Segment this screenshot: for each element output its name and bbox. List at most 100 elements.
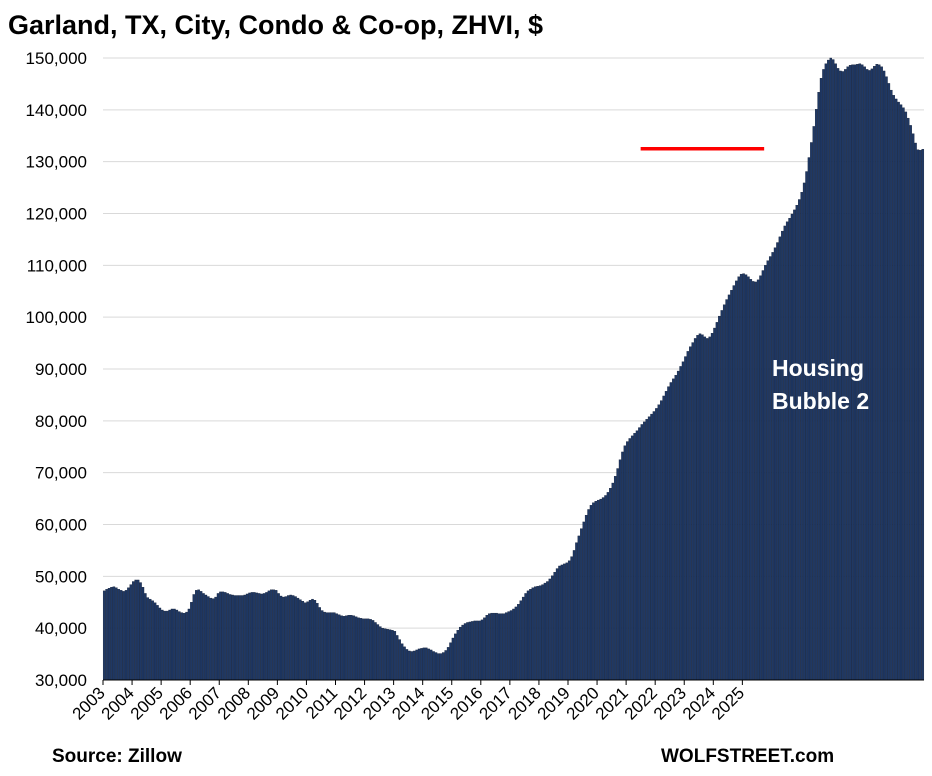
bar (354, 616, 358, 681)
bar (616, 468, 619, 681)
bar (693, 338, 697, 681)
bar (238, 595, 242, 681)
bar (287, 595, 290, 681)
bar (696, 335, 699, 681)
bar (778, 236, 782, 681)
bar (267, 590, 271, 681)
bar (228, 594, 232, 681)
bar (224, 592, 227, 681)
bar (323, 611, 326, 681)
bar (303, 602, 307, 681)
bar (800, 192, 803, 681)
bar (490, 612, 493, 681)
bar (197, 589, 200, 681)
bar (580, 528, 583, 681)
y-tick-label: 90,000 (35, 360, 87, 379)
bar (134, 579, 137, 681)
bar (504, 612, 508, 681)
bar (204, 594, 208, 681)
bar (270, 589, 273, 681)
bar (517, 604, 520, 681)
bar (383, 628, 387, 681)
bar (250, 592, 254, 681)
bar (185, 611, 188, 681)
bar (645, 419, 648, 681)
bar (362, 618, 365, 681)
bar (471, 621, 474, 681)
x-tick-label: 2017 (476, 683, 516, 723)
x-tick-label: 2013 (359, 683, 399, 723)
bar (328, 612, 331, 681)
bar (764, 265, 767, 681)
x-tick-label: 2007 (185, 683, 225, 723)
bar (405, 649, 409, 681)
bar (638, 427, 641, 681)
bar (679, 366, 682, 681)
bar (211, 598, 215, 681)
bar (521, 596, 525, 681)
y-tick-label: 80,000 (35, 412, 87, 431)
bar (466, 622, 469, 681)
x-tick-label: 2020 (563, 683, 603, 723)
bar (655, 408, 658, 681)
bar (381, 627, 384, 681)
bar (236, 595, 239, 681)
bar (359, 618, 363, 681)
bar (415, 649, 418, 681)
bar (907, 117, 910, 681)
bar (914, 142, 917, 681)
bar (577, 535, 581, 681)
x-tick-label: 2018 (505, 683, 545, 723)
bar (640, 424, 644, 681)
bar (771, 252, 774, 681)
bar (444, 650, 447, 681)
bar (180, 612, 183, 681)
bar (342, 616, 346, 681)
bar (439, 653, 443, 681)
bar (165, 610, 169, 681)
bar (122, 591, 125, 681)
bar (582, 521, 585, 681)
bar (558, 565, 561, 681)
bar (512, 608, 515, 681)
annotation-line: Housing (772, 355, 864, 381)
bar (703, 336, 707, 681)
bar (182, 612, 186, 681)
bar (163, 610, 166, 681)
bar (255, 592, 259, 681)
bar (425, 647, 428, 681)
bar (219, 591, 222, 681)
bar (899, 104, 903, 681)
bar (318, 607, 321, 681)
bar (684, 356, 687, 681)
bar (611, 482, 615, 681)
y-tick-label: 60,000 (35, 516, 87, 535)
x-tick-label: 2012 (330, 683, 370, 723)
bar (437, 653, 440, 681)
bar (110, 587, 113, 681)
bar (691, 342, 694, 681)
chart-title: Garland, TX, City, Condo & Co-op, ZHVI, … (8, 10, 544, 40)
bar (313, 600, 317, 681)
bar (333, 612, 336, 681)
bar (485, 615, 489, 681)
bar (575, 542, 578, 681)
bar (352, 615, 355, 681)
bar (555, 568, 559, 681)
bar (260, 593, 263, 681)
y-tick-label: 110,000 (27, 256, 87, 275)
x-tick-label: 2019 (534, 683, 574, 723)
bar (214, 596, 217, 681)
bar (802, 182, 806, 681)
bar (187, 608, 191, 681)
bar (308, 600, 312, 681)
bar (710, 333, 714, 681)
bar (330, 612, 334, 681)
bar (299, 599, 302, 681)
bar (621, 451, 624, 681)
annotation-group: Housing Bubble 2 (772, 355, 869, 414)
bar (102, 590, 106, 681)
bar (509, 610, 513, 681)
bar (507, 611, 510, 681)
bar (701, 334, 704, 681)
